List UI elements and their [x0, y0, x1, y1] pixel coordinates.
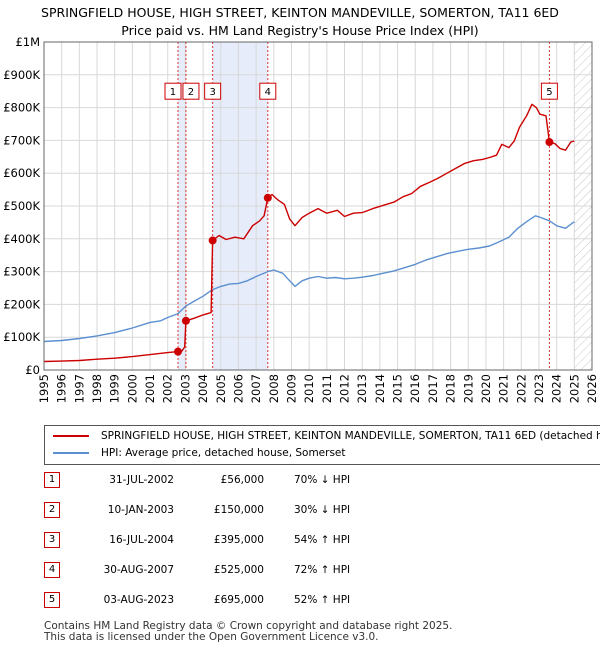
legend-item-hpi: HPI: Average price, detached house, Some… [53, 447, 346, 463]
x-tick-label: 2026 [585, 374, 599, 403]
sale-price: £525,000 [213, 564, 264, 576]
y-tick-label: £100K [3, 330, 40, 344]
sale-price: £56,000 [220, 474, 264, 486]
x-tick-label: 2020 [479, 374, 493, 403]
x-tick-label: 2015 [391, 374, 405, 403]
price-chart: 1 2 3 4 5 £0 £100K £200K £300K £400K £500K £600K £70… [3, 35, 599, 403]
footer-copyright: Contains HM Land Registry data © Crown c… [44, 620, 453, 632]
x-tick-label: 2013 [355, 374, 369, 403]
x-tick-label: 2012 [338, 374, 352, 403]
x-tick-label: 2005 [214, 374, 228, 403]
x-tick-label: 2019 [461, 374, 475, 403]
sale-hpi-diff: 70% ↓ HPI [294, 474, 351, 486]
x-tick-label: 2014 [373, 374, 387, 403]
sale-label-box [259, 82, 277, 100]
sale-number-badge: 4 [44, 562, 60, 578]
legend-label-property: SPRINGFIELD HOUSE, HIGH STREET, KEINTON … [101, 430, 600, 442]
x-tick-label: 2007 [249, 374, 263, 403]
x-tick-label: 2023 [532, 374, 546, 403]
y-tick-label: £300K [3, 265, 40, 279]
y-tick-label: £600K [3, 166, 40, 180]
legend: SPRINGFIELD HOUSE, HIGH STREET, KEINTON … [44, 425, 600, 465]
y-tick-label: £200K [3, 297, 40, 311]
sale-price: £150,000 [213, 504, 264, 516]
sale-label: 2 [188, 87, 194, 98]
sale-point [208, 236, 217, 245]
footer-licence: This data is licensed under the Open Gov… [44, 631, 379, 643]
x-tick-label: 1999 [108, 374, 122, 403]
x-tick-label: 2006 [231, 374, 245, 403]
y-tick-label: £400K [3, 232, 40, 246]
x-tick-label: 2022 [514, 374, 528, 403]
x-tick-label: 1997 [72, 374, 86, 403]
footer: Contains HM Land Registry data © Crown c… [44, 621, 452, 643]
sale-hpi-diff: 30% ↓ HPI [294, 504, 351, 516]
sale-label-box [164, 82, 182, 100]
sale-label: 1 [170, 87, 176, 98]
sale-point [173, 347, 182, 356]
table-row: 5 03-AUG-2023 £695,000 52% ↑ HPI [44, 590, 544, 612]
sale-hpi-diff: 54% ↑ HPI [294, 534, 351, 546]
x-tick-label: 2010 [302, 374, 316, 403]
x-tick-label: 2011 [320, 374, 334, 403]
x-tick-label: 2017 [426, 374, 440, 403]
sale-label: 3 [209, 87, 215, 98]
x-tick-label: 1996 [55, 374, 69, 403]
sale-point [545, 138, 554, 147]
legend-label-hpi: HPI: Average price, detached house, Some… [101, 447, 346, 459]
sale-date: 16-JUL-2004 [109, 534, 174, 546]
sale-label: 4 [265, 87, 271, 98]
y-tick-label: £800K [3, 101, 40, 115]
chart-title: SPRINGFIELD HOUSE, HIGH STREET, KEINTON … [41, 5, 559, 20]
sale-hpi-diff: 72% ↑ HPI [294, 564, 351, 576]
x-tick-label: 2001 [143, 374, 157, 403]
x-tick-label: 1998 [90, 374, 104, 403]
x-tick-label: 2003 [178, 374, 192, 403]
x-tick-label: 2008 [267, 374, 281, 403]
legend-swatch-hpi [53, 452, 89, 454]
sale-label-box [204, 82, 222, 100]
x-tick-label: 2025 [567, 374, 581, 403]
x-tick-label: 2021 [497, 374, 511, 403]
sale-hpi-diff: 52% ↑ HPI [294, 594, 351, 606]
chart-subtitle: Price paid vs. HM Land Registry's House … [121, 23, 479, 38]
y-tick-label: £500K [3, 199, 40, 213]
plot-border [43, 41, 593, 371]
x-tick-label: 2002 [161, 374, 175, 403]
y-tick-label: £900K [3, 68, 40, 82]
series-line-hpi [43, 215, 575, 343]
sale-label: 5 [546, 87, 552, 98]
table-row: 1 31-JUL-2002 £56,000 70% ↓ HPI [44, 470, 544, 492]
table-row: 3 16-JUL-2004 £395,000 54% ↑ HPI [44, 530, 544, 552]
x-tick-label: 1995 [37, 374, 51, 403]
sale-point [181, 316, 190, 325]
sale-number-badge: 2 [44, 502, 60, 518]
y-tick-label: £0 [25, 363, 40, 377]
table-row: 2 10-JAN-2003 £150,000 30% ↓ HPI [44, 500, 544, 522]
sale-date: 10-JAN-2003 [107, 504, 174, 516]
table-row: 4 30-AUG-2007 £525,000 72% ↑ HPI [44, 560, 544, 582]
x-tick-label: 2004 [196, 374, 210, 403]
sale-price: £695,000 [213, 594, 264, 606]
legend-swatch-property [53, 435, 89, 437]
x-tick-label: 2024 [550, 374, 564, 403]
sale-point [263, 193, 272, 202]
x-tick-label: 2018 [444, 374, 458, 403]
legend-item-property: SPRINGFIELD HOUSE, HIGH STREET, KEINTON … [53, 430, 600, 446]
sale-price: £395,000 [213, 534, 264, 546]
sale-number-badge: 3 [44, 532, 60, 548]
x-tick-label: 2000 [125, 374, 139, 403]
sale-date: 03-AUG-2023 [103, 594, 174, 606]
y-tick-label: £700K [3, 133, 40, 147]
sale-label-box [182, 82, 200, 100]
chart-title-block: SPRINGFIELD HOUSE, HIGH STREET, KEINTON … [0, 4, 600, 40]
x-tick-label: 2009 [284, 374, 298, 403]
y-tick-label: £1M [15, 35, 40, 49]
sale-number-badge: 5 [44, 592, 60, 608]
x-tick-label: 2016 [408, 374, 422, 403]
sale-label-box [540, 82, 558, 100]
sale-date: 30-AUG-2007 [103, 564, 174, 576]
sale-number-badge: 1 [44, 472, 60, 488]
sale-date: 31-JUL-2002 [109, 474, 174, 486]
